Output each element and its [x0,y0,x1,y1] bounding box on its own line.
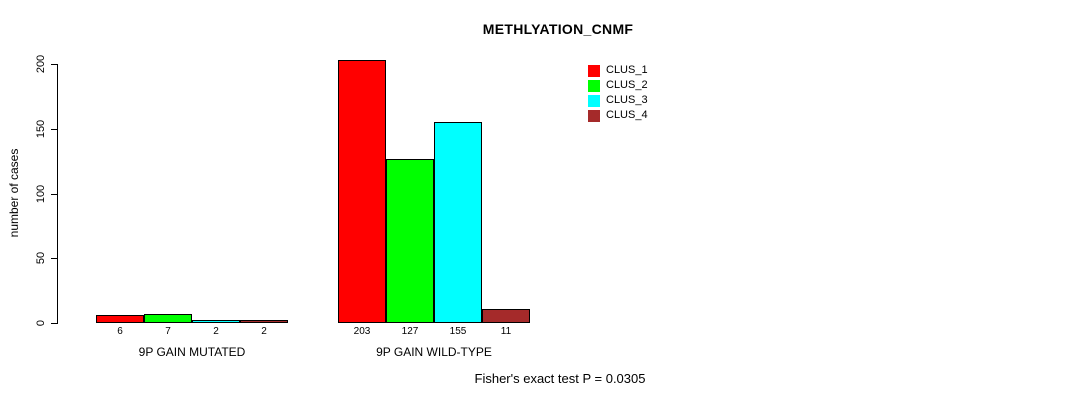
bar-clus_4 [482,309,530,323]
bar-clus_3 [192,320,240,323]
bar-clus_4 [240,320,288,323]
bar-value-label: 2 [213,326,219,337]
y-axis-label: number of cases [7,148,21,238]
bar-value-label: 11 [500,326,512,337]
legend-item: CLUS_2 [588,78,648,93]
y-tick-label: 100 [35,184,47,203]
bar-clus_2 [144,314,192,323]
x-category-label: 9P GAIN MUTATED [138,345,246,359]
y-tick-label: 150 [35,119,47,138]
bar-clus_3 [434,122,482,323]
y-tick-mark [51,128,57,130]
bar-value-label: 7 [165,326,171,337]
chart-title: METHLYATION_CNMF [482,21,634,37]
bar-value-label: 203 [353,326,371,337]
y-tick-label: 50 [35,252,47,265]
y-tick-mark [51,193,57,195]
y-axis-line [57,64,58,324]
legend-item: CLUS_1 [588,63,648,78]
bar-value-label: 6 [117,326,123,337]
bar-value-label: 127 [401,326,419,337]
caption-text: Fisher's exact test P = 0.0305 [474,371,646,386]
legend-item: CLUS_3 [588,93,648,108]
legend-swatch [588,109,600,122]
y-tick-mark [51,64,57,65]
bar-clus_2 [386,159,434,323]
y-tick-mark [51,258,57,260]
legend-swatch [588,64,600,77]
bar-value-label: 155 [449,326,467,337]
bar-clus_1 [338,60,386,323]
legend-label: CLUS_3 [606,94,648,106]
legend-swatch [588,79,600,92]
y-tick-mark [51,323,57,324]
x-category-label: 9P GAIN WILD-TYPE [376,345,492,359]
legend-label: CLUS_4 [606,109,648,121]
legend-label: CLUS_2 [606,79,648,91]
legend-item: CLUS_4 [588,108,648,123]
bar-clus_1 [96,315,144,323]
legend-swatch [588,94,600,107]
legend: CLUS_1 CLUS_2 CLUS_3 CLUS_4 [588,63,648,123]
y-tick-label: 200 [35,54,47,74]
legend-label: CLUS_1 [606,64,648,76]
bar-value-label: 2 [261,326,267,337]
y-tick-label: 0 [35,319,47,327]
